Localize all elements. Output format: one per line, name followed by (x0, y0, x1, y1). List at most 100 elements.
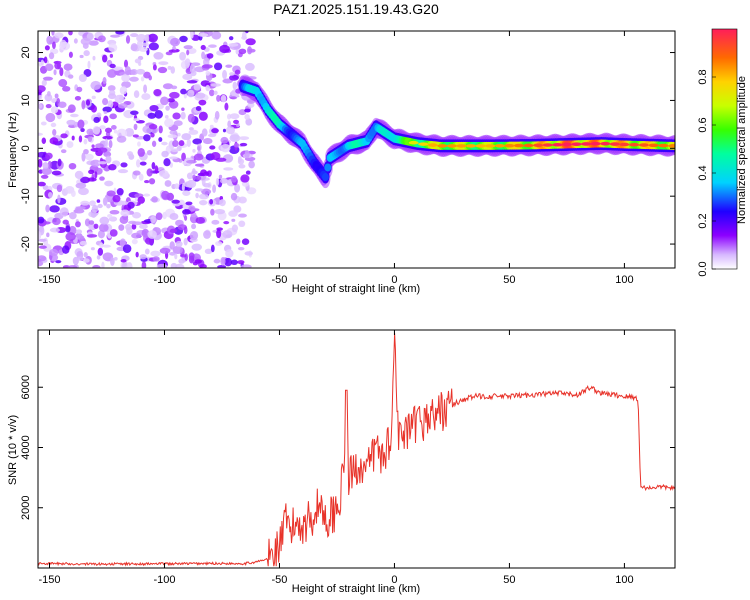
noise-blob (186, 179, 197, 189)
noise-blob (88, 169, 95, 175)
noise-blob (91, 144, 95, 148)
noise-blob (67, 104, 76, 113)
noise-blob (45, 63, 54, 71)
noise-blob (132, 170, 141, 176)
noise-blob (125, 35, 131, 44)
noise-blob (110, 34, 121, 38)
noise-blob (195, 92, 206, 99)
noise-blob (232, 81, 238, 90)
noise-blob (201, 188, 212, 195)
noise-blob (68, 51, 73, 58)
noise-blob (182, 209, 191, 215)
noise-blob (183, 45, 193, 50)
noise-blob (84, 153, 94, 161)
noise-blob (245, 170, 251, 175)
noise-blob (179, 35, 188, 43)
noise-blob (192, 174, 196, 181)
noise-blob (38, 181, 46, 187)
noise-blob (213, 258, 221, 264)
noise-blob (103, 110, 108, 114)
x-tick-label: 100 (615, 274, 633, 286)
noise-blob (215, 177, 220, 186)
colorbar-tick-label: 0.8 (697, 69, 709, 84)
y-tick-label: -20 (20, 236, 32, 252)
noise-blob (162, 83, 174, 90)
noise-blob (71, 135, 75, 141)
noise-blob (54, 32, 64, 39)
noise-blob (213, 62, 223, 71)
noise-blob (240, 174, 250, 183)
track-peak (638, 143, 649, 147)
noise-blob (102, 77, 107, 85)
noise-blob (44, 45, 50, 51)
noise-blob (92, 55, 96, 61)
track-peak (494, 143, 505, 148)
noise-blob (161, 150, 169, 158)
noise-blob (141, 261, 147, 268)
noise-blob (189, 231, 199, 241)
noise-blob (170, 148, 180, 153)
noise-blob (186, 172, 193, 180)
noise-blob (198, 99, 207, 106)
noise-blob (122, 244, 132, 254)
track-core (321, 173, 329, 182)
noise-blob (40, 121, 47, 126)
noise-blob (126, 262, 133, 268)
noise-blob (131, 238, 138, 245)
noise-blob (151, 162, 156, 170)
track-peak (571, 142, 582, 147)
noise-blob (195, 192, 199, 199)
noise-blob (57, 194, 61, 204)
noise-blob (211, 128, 219, 134)
noise-blob (222, 69, 227, 80)
noise-blob (58, 101, 67, 108)
noise-blob (87, 177, 97, 182)
noise-blob (203, 138, 213, 145)
noise-blob (172, 245, 183, 255)
noise-blob (210, 208, 215, 216)
noise-blob (163, 158, 171, 167)
noise-blob (97, 161, 108, 165)
noise-blob (99, 125, 106, 130)
noise-blob (137, 141, 141, 147)
noise-blob (116, 128, 128, 138)
noise-blob (118, 224, 125, 231)
noise-blob (75, 221, 81, 228)
noise-blob (158, 125, 163, 134)
noise-blob (117, 169, 129, 174)
noise-blob (42, 243, 52, 252)
noise-blob (109, 63, 116, 69)
noise-blob (241, 31, 247, 40)
y-tick-label: 6000 (20, 375, 32, 399)
noise-blob (168, 100, 179, 109)
noise-blob (59, 207, 69, 217)
noise-blob (144, 180, 150, 184)
noise-blob (199, 264, 207, 268)
spectrogram-noise-layer (38, 31, 257, 268)
track-peak (456, 144, 467, 148)
noise-blob (147, 230, 157, 239)
noise-blob (178, 258, 185, 264)
noise-blob (78, 73, 87, 83)
noise-blob (182, 190, 191, 196)
noise-blob (53, 69, 57, 76)
noise-blob (101, 261, 105, 268)
noise-blob (164, 115, 169, 119)
noise-blob (86, 128, 94, 136)
noise-blob (72, 256, 79, 265)
spectrogram-x-ticks: -150 -100 -50 0 50 100 (38, 31, 634, 286)
noise-blob (222, 78, 233, 84)
track-peak (619, 142, 630, 147)
x-tick-label: -50 (272, 574, 288, 586)
noise-blob (198, 193, 209, 200)
spectrogram-frame (37, 30, 676, 269)
noise-blob (135, 251, 139, 258)
noise-blob (170, 85, 178, 90)
noise-blob (38, 255, 47, 262)
noise-blob (150, 215, 156, 224)
noise-blob (214, 209, 226, 215)
noise-blob (88, 40, 99, 46)
noise-blob (180, 88, 187, 95)
noise-blob (70, 190, 76, 198)
